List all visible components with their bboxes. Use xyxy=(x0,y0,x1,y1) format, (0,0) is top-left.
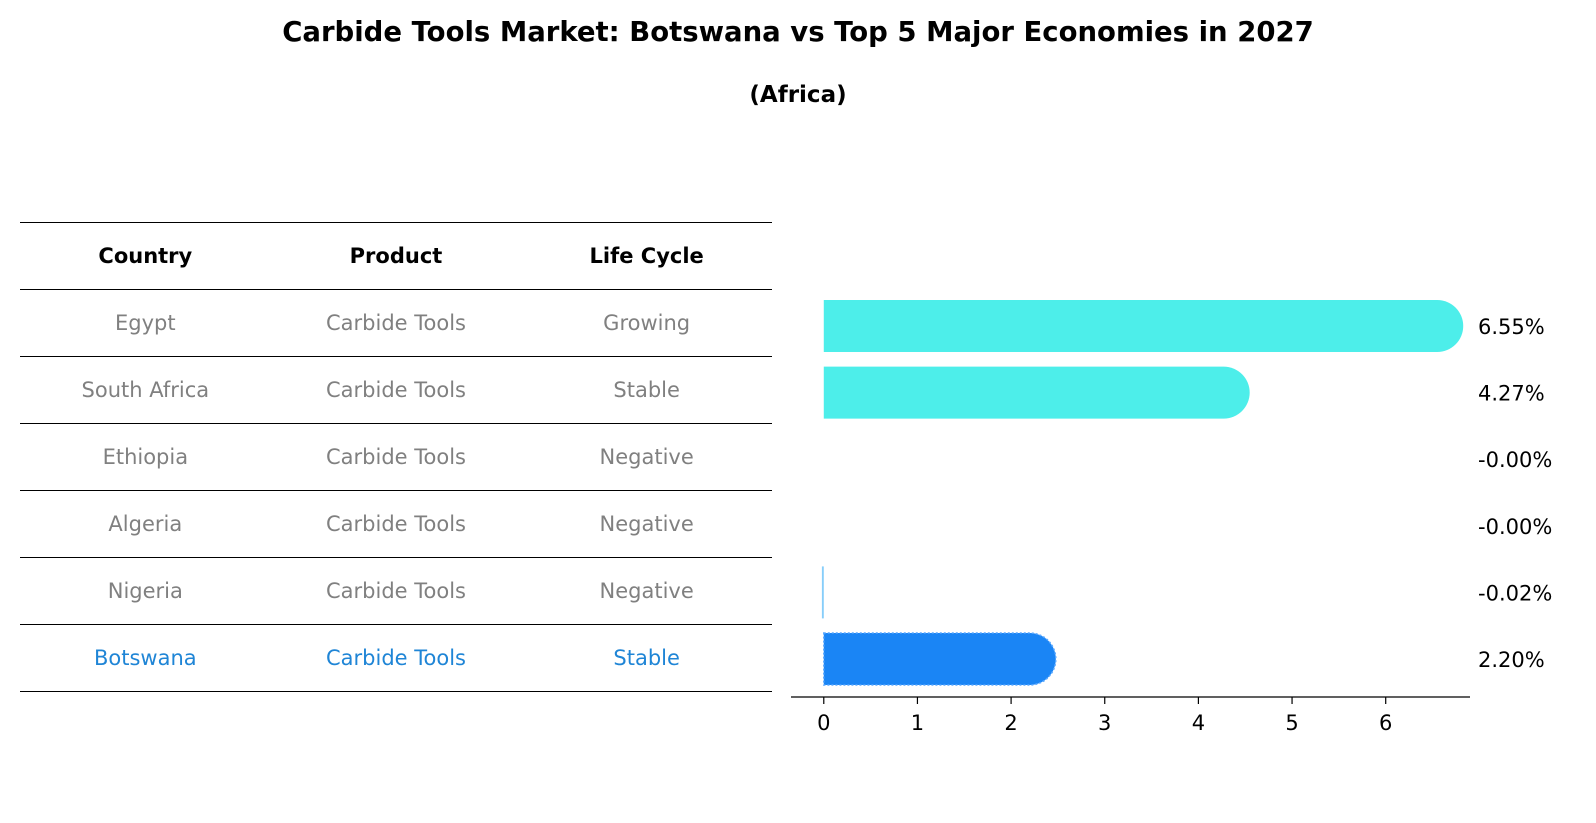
chart-title: Carbide Tools Market: Botswana vs Top 5 … xyxy=(282,16,1314,48)
x-tick-label: 5 xyxy=(1285,711,1298,735)
life-cycle-table: Country Product Life Cycle Egypt Carbide… xyxy=(20,222,772,692)
column-header-life-cycle: Life Cycle xyxy=(521,222,772,290)
cell-country: Botswana xyxy=(20,624,271,692)
chart-subtitle: (Africa) xyxy=(749,82,847,108)
cell-product: Carbide Tools xyxy=(270,490,522,558)
table-row: Ethiopia Carbide Tools Negative xyxy=(20,423,772,491)
life-cycle-table-container: Country Product Life Cycle Egypt Carbide… xyxy=(20,222,772,692)
data-label: 6.55% xyxy=(1478,315,1545,339)
cell-life-cycle: Negative xyxy=(521,423,772,491)
table-row: Nigeria Carbide Tools Negative xyxy=(20,557,772,625)
column-header-country: Country xyxy=(20,222,271,290)
cell-life-cycle: Stable xyxy=(521,624,772,692)
bar xyxy=(823,366,1250,419)
bar xyxy=(823,632,1057,686)
table-row: Egypt Carbide Tools Growing xyxy=(20,289,772,357)
table-row: Algeria Carbide Tools Negative xyxy=(20,490,772,558)
table-row: South Africa Carbide Tools Stable xyxy=(20,356,772,424)
cell-product: Carbide Tools xyxy=(270,423,522,491)
data-label: -0.00% xyxy=(1478,448,1552,472)
cell-life-cycle: Negative xyxy=(521,490,772,558)
data-label: -0.02% xyxy=(1478,581,1552,605)
x-tick-label: 3 xyxy=(1098,711,1111,735)
cell-product: Carbide Tools xyxy=(270,289,522,357)
data-label: -0.00% xyxy=(1478,515,1552,539)
x-tick-label: 6 xyxy=(1379,711,1392,735)
data-label: 4.27% xyxy=(1478,382,1545,406)
bar xyxy=(821,566,824,619)
column-header-product: Product xyxy=(270,222,522,290)
x-tick-label: 2 xyxy=(1004,711,1017,735)
data-label: 2.20% xyxy=(1478,648,1545,672)
bar xyxy=(823,300,1464,352)
cell-life-cycle: Growing xyxy=(521,289,772,357)
x-tick-label: 0 xyxy=(817,711,830,735)
cell-country: Egypt xyxy=(20,289,271,357)
cell-country: South Africa xyxy=(20,356,271,424)
cell-country: Nigeria xyxy=(20,557,271,625)
cell-country: Ethiopia xyxy=(20,423,271,491)
cell-product: Carbide Tools xyxy=(270,624,522,692)
x-tick-label: 1 xyxy=(911,711,924,735)
table-header-row: Country Product Life Cycle xyxy=(20,222,772,290)
cell-country: Algeria xyxy=(20,490,271,558)
cell-product: Carbide Tools xyxy=(270,557,522,625)
cell-life-cycle: Negative xyxy=(521,557,772,625)
x-tick-label: 4 xyxy=(1192,711,1205,735)
cell-product: Carbide Tools xyxy=(270,356,522,424)
table-row-highlighted: Botswana Carbide Tools Stable xyxy=(20,624,772,692)
